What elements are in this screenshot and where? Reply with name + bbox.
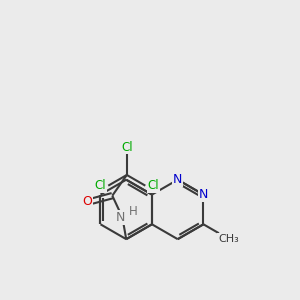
Text: O: O xyxy=(82,194,92,208)
Text: Cl: Cl xyxy=(94,179,106,192)
Text: CH₃: CH₃ xyxy=(218,234,239,244)
Text: N: N xyxy=(199,188,208,201)
Text: Cl: Cl xyxy=(121,140,133,154)
Text: N: N xyxy=(173,173,182,186)
Text: H: H xyxy=(129,206,138,218)
Text: N: N xyxy=(116,211,126,224)
Text: Cl: Cl xyxy=(148,179,160,192)
